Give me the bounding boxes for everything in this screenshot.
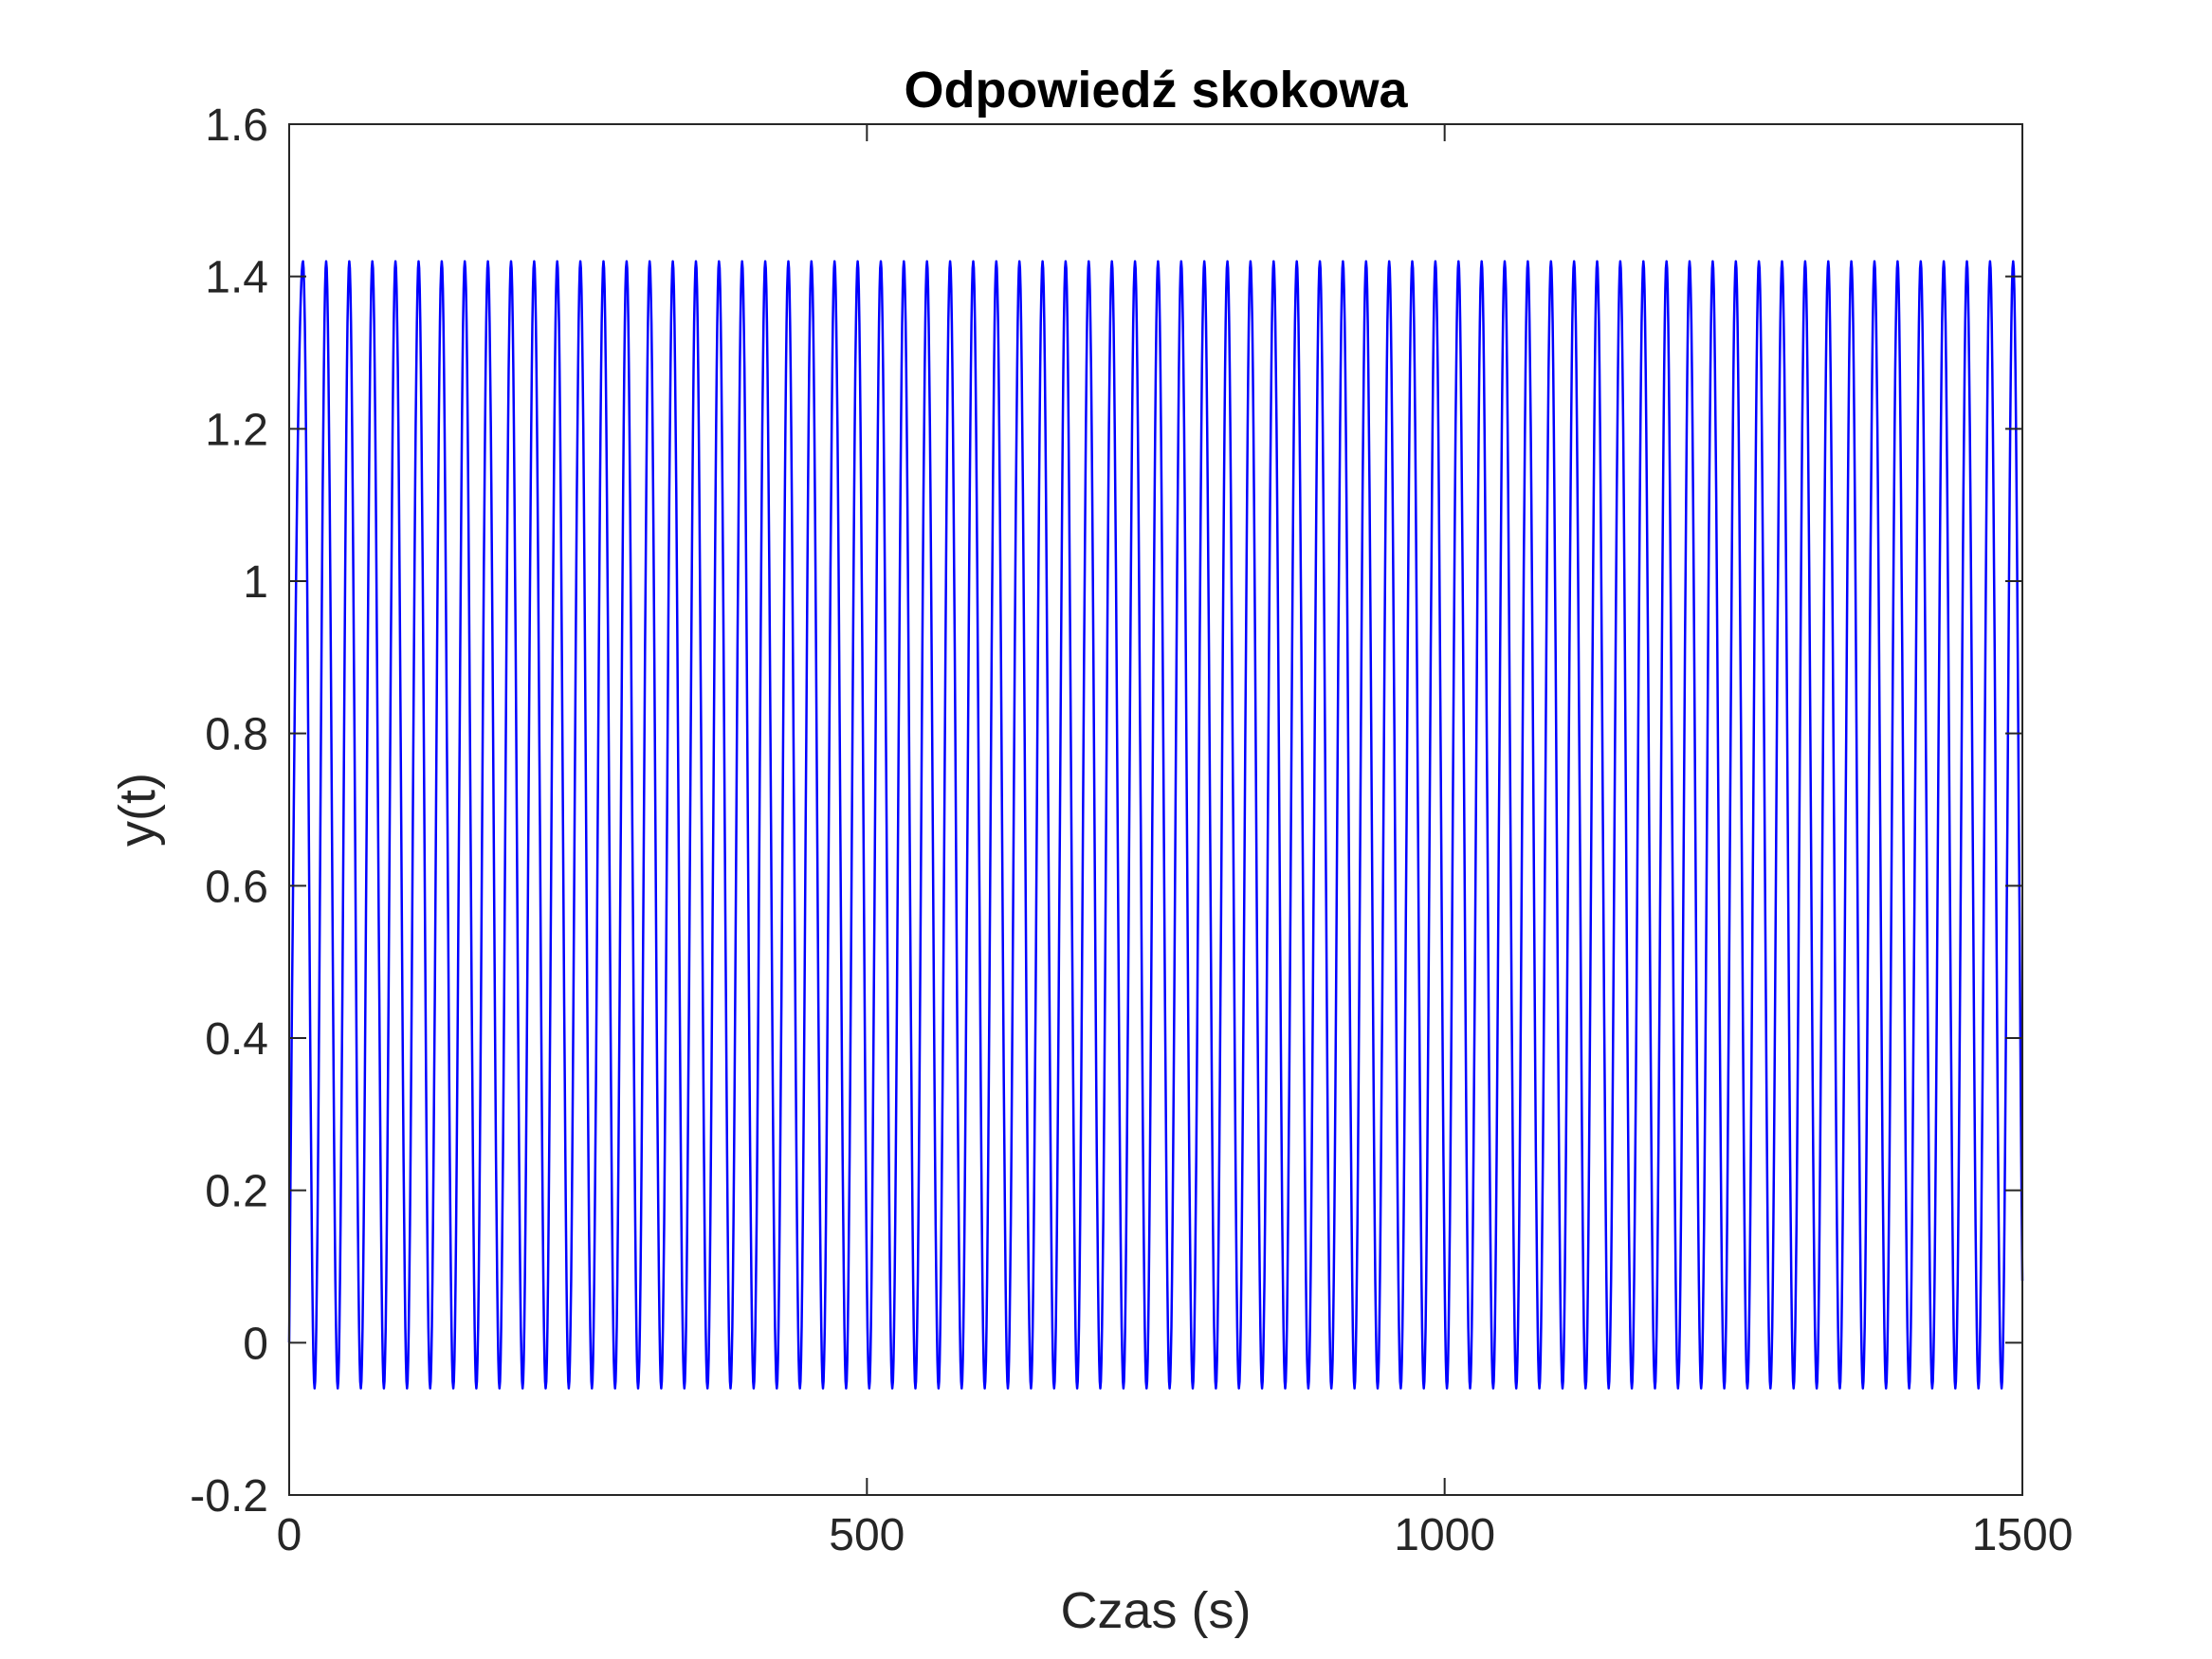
axes-box — [288, 123, 2023, 1496]
series-line-0 — [287, 260, 2024, 1390]
x-axis-label: Czas (s) — [1061, 1582, 1252, 1639]
y-tick-label: 1.6 — [205, 100, 268, 151]
y-tick-label: 1.4 — [205, 253, 268, 303]
y-tick-label: 1 — [243, 557, 268, 608]
y-tick-label: 1.2 — [205, 405, 268, 455]
x-tick-label: 1000 — [1394, 1510, 1495, 1560]
y-axis-label: y(t) — [109, 773, 166, 847]
chart-title: Odpowiedź skokowa — [904, 62, 1408, 118]
x-tick-label: 1500 — [1972, 1510, 2074, 1560]
y-tick-label: 0.6 — [205, 862, 268, 912]
tick-labels: 0 500 1000 1500-0.200.20.40.60.811.21.41.6 — [190, 100, 2073, 1560]
y-tick-label: 0 — [243, 1319, 268, 1369]
y-tick-label: 0.4 — [205, 1014, 268, 1065]
y-tick-label: 0.8 — [205, 710, 268, 760]
x-tick-label: 500 — [829, 1510, 905, 1560]
y-tick-label: 0.2 — [205, 1167, 268, 1217]
series-layer — [287, 260, 2024, 1390]
x-tick-label: 0 — [277, 1510, 302, 1560]
y-tick-label: -0.2 — [190, 1471, 268, 1522]
